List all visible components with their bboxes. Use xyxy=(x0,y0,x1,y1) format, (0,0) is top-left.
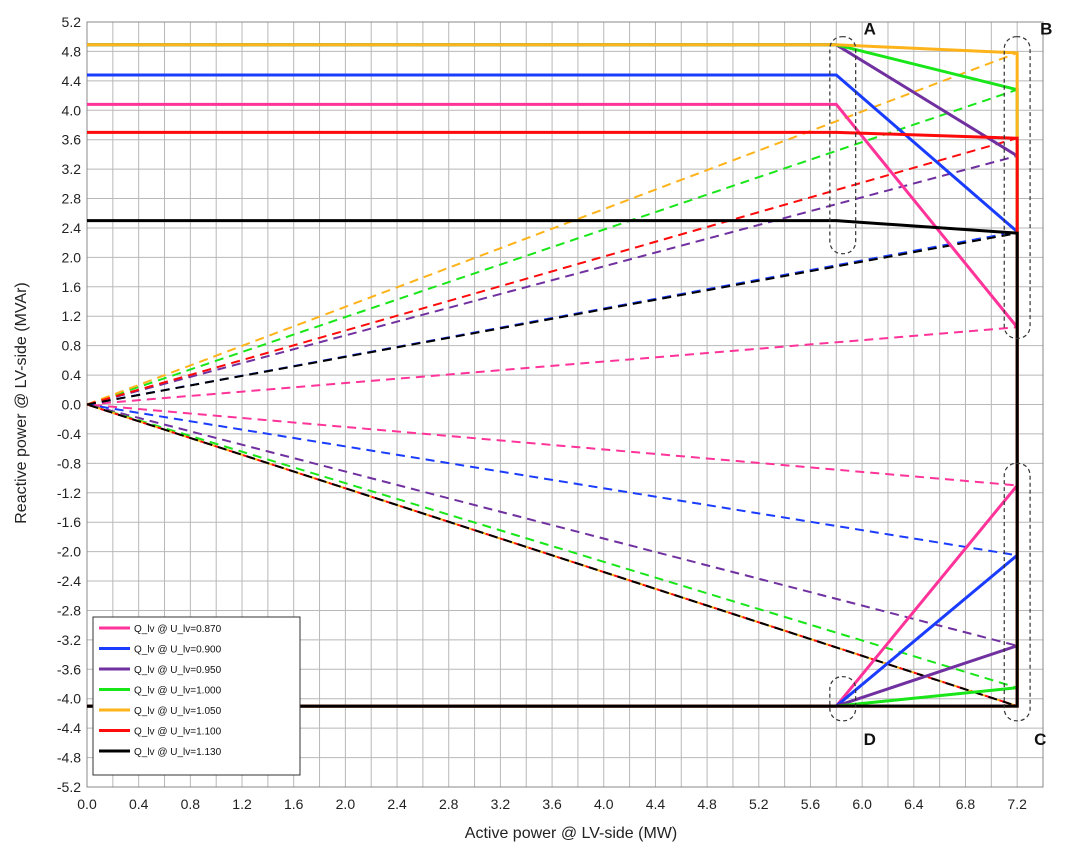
x-tick-label: 2.4 xyxy=(387,796,407,812)
legend-entry-6: Q_lv @ U_lv=1.130 xyxy=(134,747,222,758)
y-tick-label: -1.6 xyxy=(57,514,81,530)
x-tick-label: 2.0 xyxy=(336,796,356,812)
x-tick-label: 4.0 xyxy=(594,796,614,812)
solid-series-lines xyxy=(87,43,1019,708)
annotation-label-d: D xyxy=(864,730,876,749)
annotation-box-a xyxy=(829,36,857,255)
y-tick-label: -4.4 xyxy=(57,720,81,736)
legend-entry-2: Q_lv @ U_lv=0.950 xyxy=(134,665,222,676)
legend-entry-3: Q_lv @ U_lv=1.000 xyxy=(134,686,222,697)
y-tick-label: 2.0 xyxy=(62,249,82,265)
x-tick-label: 6.8 xyxy=(956,796,976,812)
legend-entry-4: Q_lv @ U_lv=1.050 xyxy=(134,706,222,717)
y-tick-label: -0.8 xyxy=(57,455,81,471)
y-tick-label: 3.6 xyxy=(62,132,82,148)
y-tick-label: 5.2 xyxy=(62,14,82,30)
x-tick-label: 4.4 xyxy=(646,796,666,812)
annotation-box-b xyxy=(1003,36,1031,339)
x-tick-label: 0.8 xyxy=(181,796,201,812)
legend-entry-0: Q_lv @ U_lv=0.870 xyxy=(134,624,222,635)
legend-entry-5: Q_lv @ U_lv=1.100 xyxy=(134,727,222,738)
y-tick-label: 4.4 xyxy=(62,73,82,89)
y-tick-label: 3.2 xyxy=(62,161,82,177)
x-tick-label: 0.4 xyxy=(129,796,149,812)
x-tick-labels: 0.0 0.4 0.8 1.2 1.6 2.0 2.4 2.8 3.2 3.6 4.0 4.4 4.8 5… xyxy=(77,796,1027,812)
y-tick-labels: 5.2 4.8 4.4 4.0 3.6 3.2 2.8 2.4 2.0 1.6 1.2 0.8 0.4 0… xyxy=(57,14,81,795)
x-tick-label: 3.2 xyxy=(491,796,511,812)
x-tick-label: 3.6 xyxy=(542,796,562,812)
legend-box xyxy=(92,616,301,776)
y-tick-label: -4.8 xyxy=(57,750,81,766)
annotation-label-a: A xyxy=(864,20,876,39)
y-tick-label: -0.4 xyxy=(57,426,81,442)
series-6-solid-line xyxy=(87,219,1019,708)
y-tick-label: 1.2 xyxy=(62,308,82,324)
x-tick-label: 1.2 xyxy=(232,796,252,812)
annotation-box-d xyxy=(829,676,857,722)
y-tick-label: -1.2 xyxy=(57,485,81,501)
annotation-box-c xyxy=(1003,462,1031,722)
annotation-label-b: B xyxy=(1040,20,1052,39)
y-tick-label: 2.8 xyxy=(62,191,82,207)
legend: Q_lv @ U_lv=0.870 Q_lv @ U_lv=0.900 Q_lv @… xyxy=(92,616,301,776)
annotations: A B C D xyxy=(829,20,1052,749)
y-tick-label: 0.4 xyxy=(62,367,82,383)
y-tick-label: 0.8 xyxy=(62,338,82,354)
x-tick-label: 5.2 xyxy=(749,796,769,812)
y-tick-label: 0.0 xyxy=(62,397,82,413)
y-tick-label: 4.0 xyxy=(62,102,82,118)
x-tick-label: 5.6 xyxy=(801,796,821,812)
y-tick-label: -3.6 xyxy=(57,661,81,677)
y-axis-title: Reactive power @ LV-side (MVAr) xyxy=(13,282,30,524)
grid xyxy=(86,21,1044,788)
series-6-dashed-line xyxy=(86,231,1019,708)
y-tick-label: -2.8 xyxy=(57,602,81,618)
y-tick-label: -3.2 xyxy=(57,632,81,648)
y-tick-label: 2.4 xyxy=(62,220,82,236)
x-tick-label: 2.8 xyxy=(439,796,459,812)
y-tick-label: -2.4 xyxy=(57,573,81,589)
x-tick-label: 0.0 xyxy=(77,796,97,812)
x-tick-label: 6.0 xyxy=(852,796,872,812)
y-tick-label: -2.0 xyxy=(57,544,81,560)
x-tick-label: 7.2 xyxy=(1007,796,1027,812)
y-tick-label: 1.6 xyxy=(62,279,82,295)
x-axis-title: Active power @ LV-side (MW) xyxy=(465,825,677,842)
legend-entry-1: Q_lv @ U_lv=0.900 xyxy=(134,645,222,656)
x-tick-label: 6.4 xyxy=(904,796,924,812)
x-tick-label: 1.6 xyxy=(284,796,304,812)
y-tick-label: -4.0 xyxy=(57,691,81,707)
annotation-label-c: C xyxy=(1034,730,1046,749)
y-tick-label: 4.8 xyxy=(62,43,82,59)
x-tick-label: 4.8 xyxy=(697,796,717,812)
y-tick-label: -5.2 xyxy=(57,779,81,795)
